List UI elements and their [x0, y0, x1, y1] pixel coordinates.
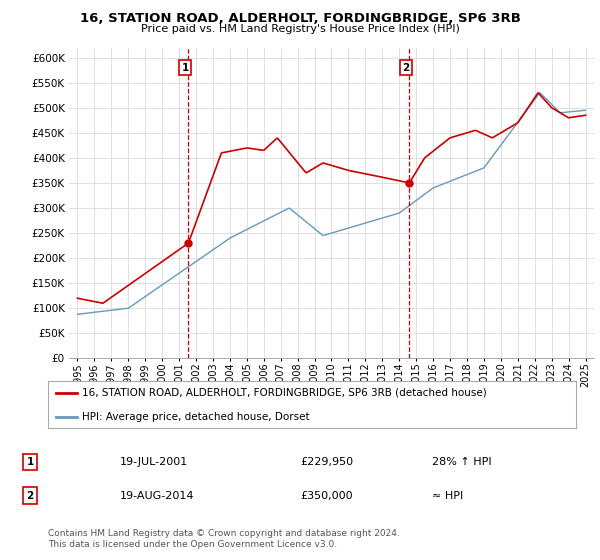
Text: 19-JUL-2001: 19-JUL-2001: [120, 457, 188, 467]
Text: 16, STATION ROAD, ALDERHOLT, FORDINGBRIDGE, SP6 3RB: 16, STATION ROAD, ALDERHOLT, FORDINGBRID…: [80, 12, 520, 25]
Text: £350,000: £350,000: [300, 491, 353, 501]
Text: 2: 2: [403, 63, 410, 73]
Text: 1: 1: [181, 63, 188, 73]
Text: Price paid vs. HM Land Registry's House Price Index (HPI): Price paid vs. HM Land Registry's House …: [140, 24, 460, 34]
Text: 2: 2: [26, 491, 34, 501]
Text: 19-AUG-2014: 19-AUG-2014: [120, 491, 194, 501]
Text: 28% ↑ HPI: 28% ↑ HPI: [432, 457, 491, 467]
Text: 16, STATION ROAD, ALDERHOLT, FORDINGBRIDGE, SP6 3RB (detached house): 16, STATION ROAD, ALDERHOLT, FORDINGBRID…: [82, 388, 487, 398]
Text: 1: 1: [26, 457, 34, 467]
Text: ≈ HPI: ≈ HPI: [432, 491, 463, 501]
Text: Contains HM Land Registry data © Crown copyright and database right 2024.
This d: Contains HM Land Registry data © Crown c…: [48, 529, 400, 549]
Text: £229,950: £229,950: [300, 457, 353, 467]
Text: HPI: Average price, detached house, Dorset: HPI: Average price, detached house, Dors…: [82, 412, 310, 422]
